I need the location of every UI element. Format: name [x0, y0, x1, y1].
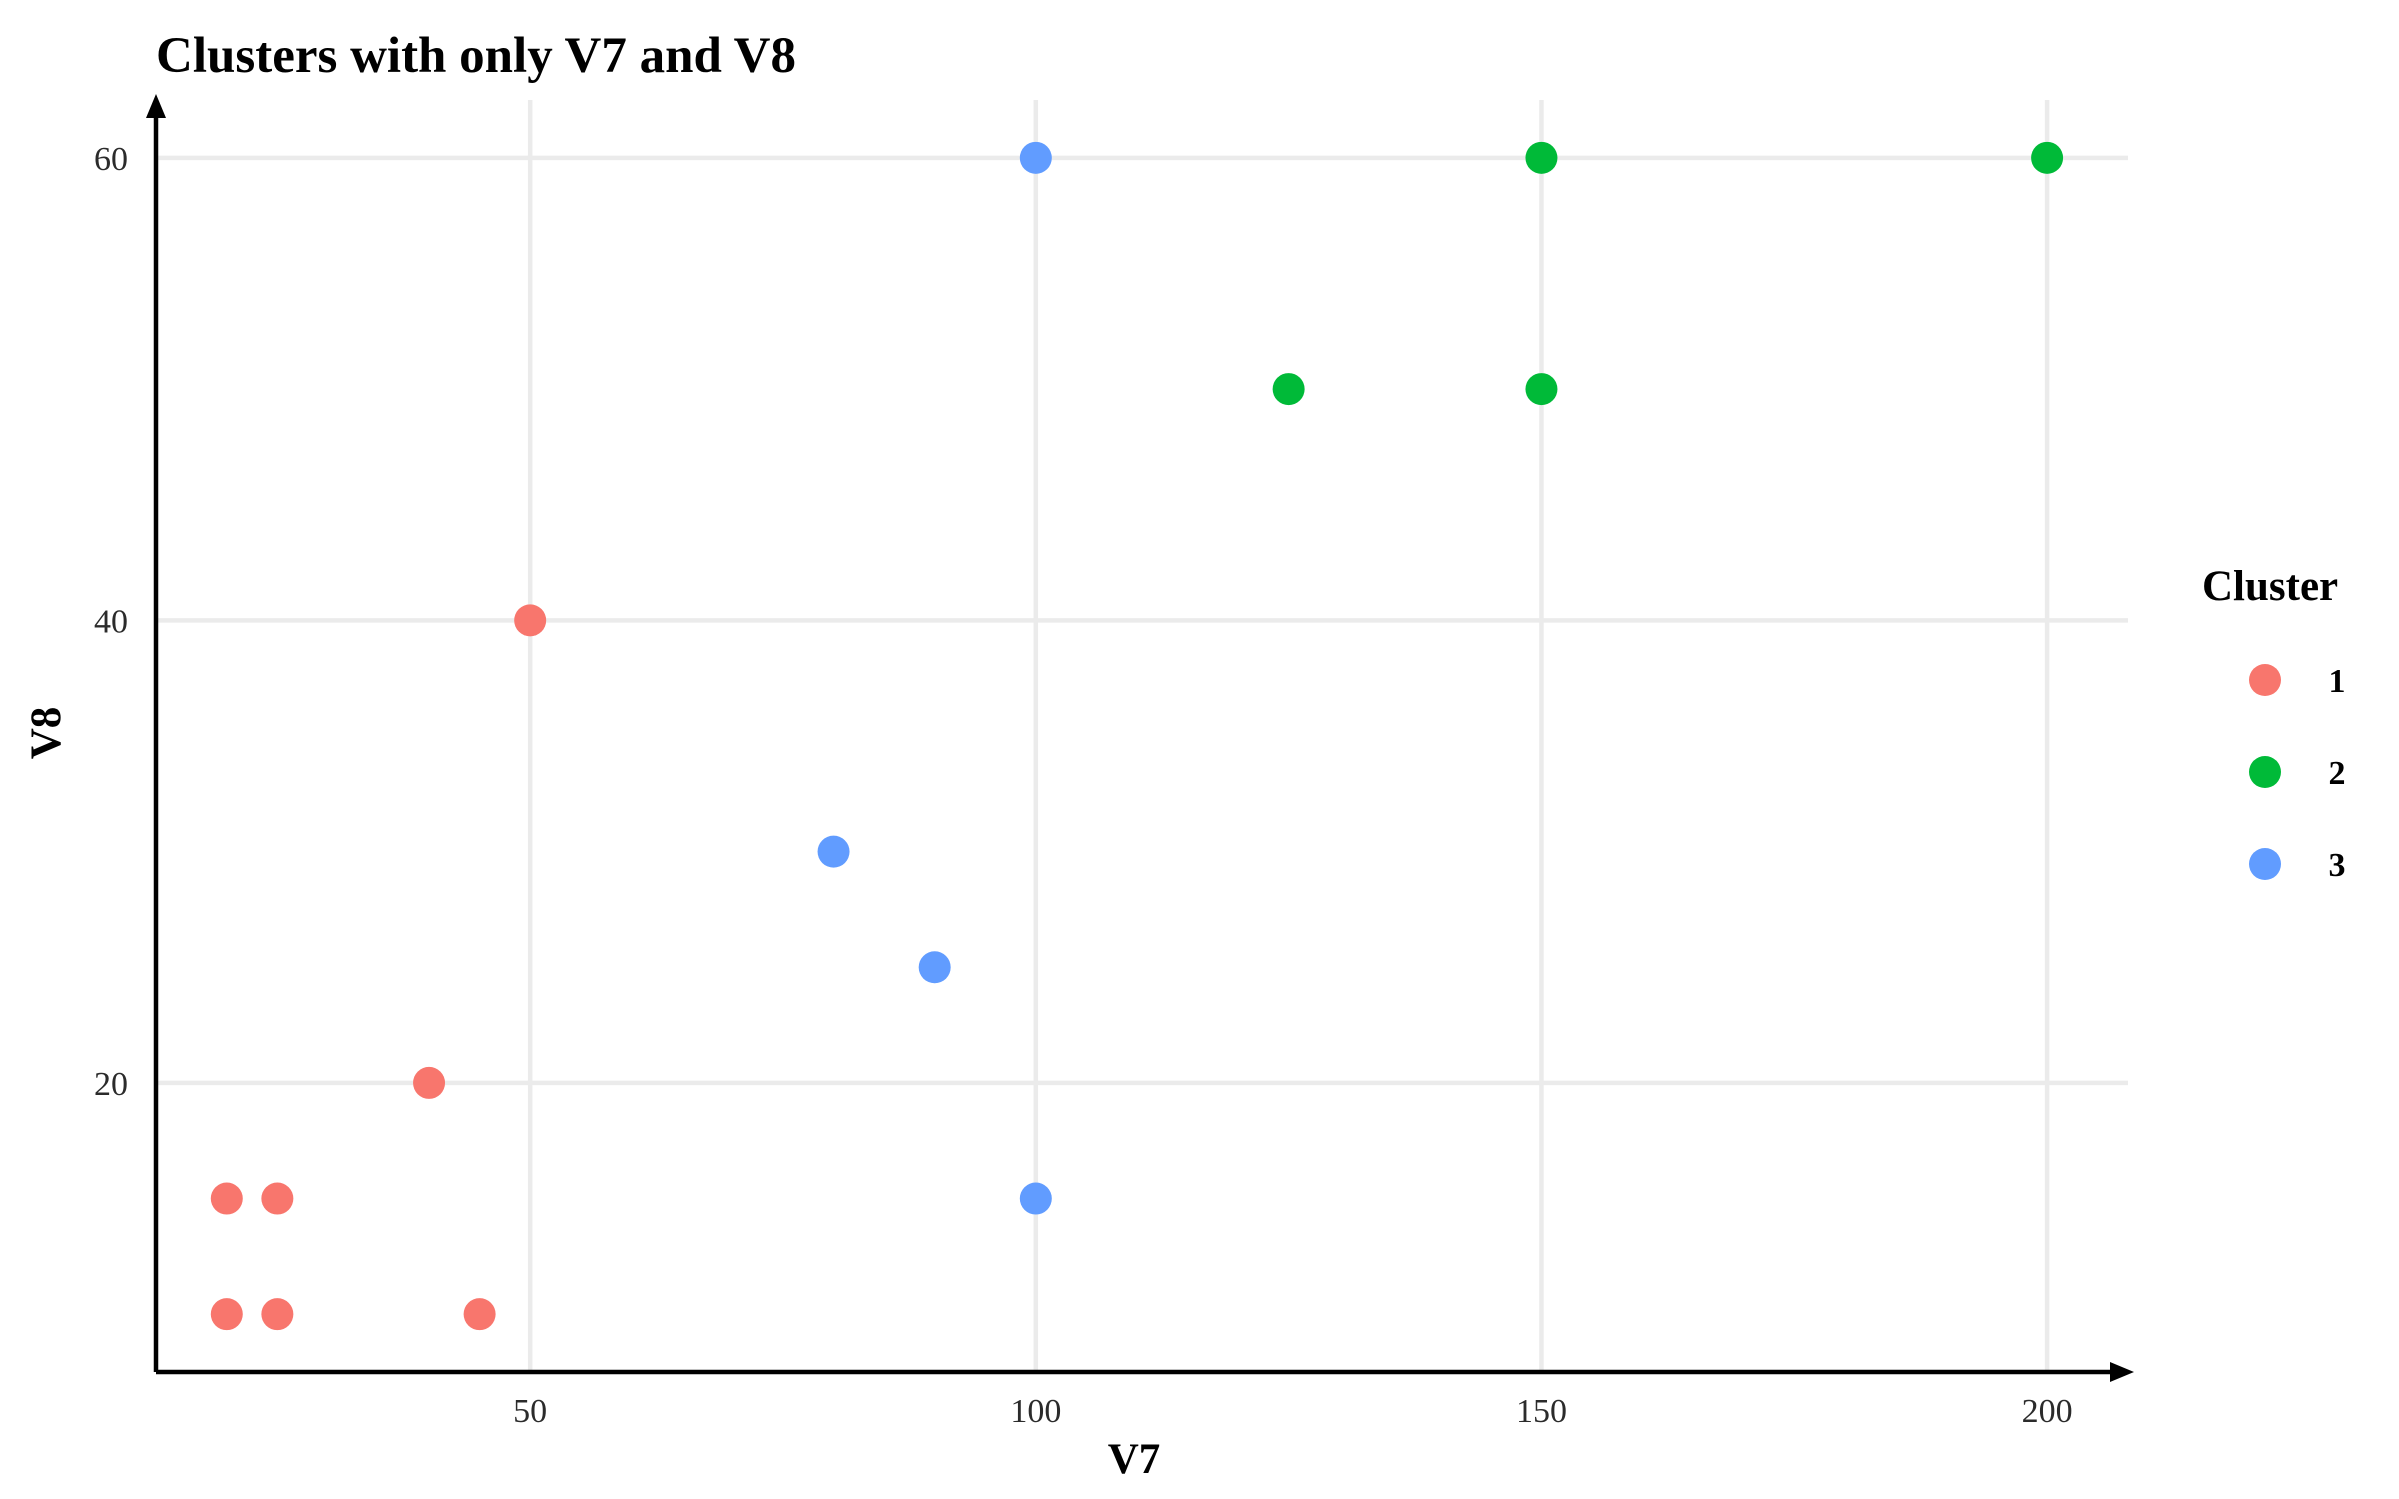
axes [146, 94, 2134, 1382]
x-axis-arrowhead [2110, 1362, 2134, 1382]
y-tick-label: 60 [94, 141, 128, 178]
legend-key-cluster-2 [2249, 756, 2281, 788]
legend-label-cluster-2: 2 [2329, 755, 2346, 792]
cluster-2-point [1525, 373, 1557, 405]
data-points [211, 142, 2063, 1330]
legend-key-cluster-3 [2249, 848, 2281, 880]
x-tick-label: 100 [1010, 1393, 1061, 1430]
cluster-1-point [464, 1298, 496, 1330]
x-tick-label: 150 [1516, 1393, 1567, 1430]
x-tick-label: 200 [2022, 1393, 2073, 1430]
cluster-1-point [514, 604, 546, 636]
cluster-2-point [2031, 142, 2063, 174]
y-axis-title: V8 [23, 707, 70, 760]
cluster-1-point [261, 1183, 293, 1215]
cluster-3-point [919, 951, 951, 983]
legend-title: Cluster [2202, 563, 2338, 610]
cluster-1-point [211, 1298, 243, 1330]
cluster-1-point [413, 1067, 445, 1099]
legend-label-cluster-3: 3 [2329, 847, 2346, 884]
cluster-1-point [261, 1298, 293, 1330]
chart-title: Clusters with only V7 and V8 [156, 28, 796, 84]
cluster-3-point [1020, 1183, 1052, 1215]
cluster-3-point [1020, 142, 1052, 174]
y-axis-arrowhead [146, 94, 166, 118]
x-tick-label: 50 [513, 1393, 547, 1430]
legend-label-cluster-1: 1 [2329, 663, 2346, 700]
grid-lines [156, 100, 2128, 1372]
x-axis-title: V7 [1108, 1436, 1161, 1483]
cluster-3-point [818, 836, 850, 868]
cluster-1-point [211, 1183, 243, 1215]
cluster-2-point [1273, 373, 1305, 405]
legend: Cluster 1 2 3 [2202, 563, 2346, 884]
legend-key-cluster-1 [2249, 664, 2281, 696]
cluster-2-point [1525, 142, 1557, 174]
tick-labels: 50 100 150 200 20 40 60 [94, 141, 2073, 1430]
y-tick-label: 40 [94, 603, 128, 640]
y-tick-label: 20 [94, 1066, 128, 1103]
